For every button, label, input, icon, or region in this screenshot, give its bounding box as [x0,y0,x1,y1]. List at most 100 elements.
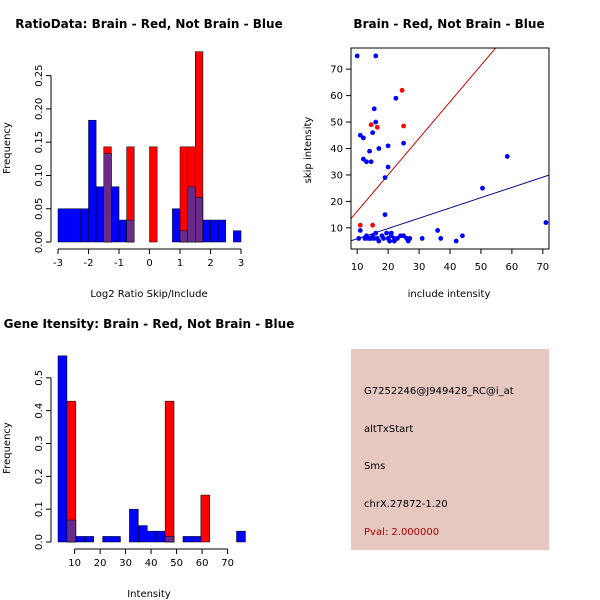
scatter-y-tick-label: 20 [330,197,343,208]
gene-blue-bar [129,508,139,543]
ratio-x-tick-label: 1 [177,258,183,269]
scatter-blue-point [367,148,372,154]
ratio-overlap-bar [126,219,135,243]
scatter-blue-point [370,130,376,136]
ratio-y-tick-label: 0.05 [34,198,45,220]
probe-info-box: G7252246@J949428_RC@i_at altTxStart Sms … [351,349,549,550]
scatter-red-point [401,123,406,129]
gene-x-tick-label: 40 [145,558,158,569]
scatter-axes: 10 20 30 40 50 60 70 10 20 30 40 50 60 70 [330,65,549,273]
scatter-y-tick-label: 30 [330,170,343,181]
gene-blue-bar [191,536,202,543]
ratio-histogram-title: RatioData: Brain - Red, Not Brain - Blue [15,17,282,31]
ratio-histogram-panel: RatioData: Brain - Red, Not Brain - Blue… [2,17,283,300]
ratio-blue-bar [88,119,97,243]
p-value: Pval: 2.000000 [364,527,440,538]
ratio-y-tick-label: 0.25 [34,64,45,86]
ratio-blue-bar [233,230,242,243]
scatter-blue-point [387,238,393,244]
ratio-x-tick-label: 2 [207,258,213,269]
ratio-x-tick-label: 0 [146,258,152,269]
event-abbreviation: Sms [364,461,386,472]
scatter-blue-point [480,185,485,191]
gene-x-tick-label: 30 [119,558,132,569]
gene-x-tick-label: 70 [221,558,234,569]
gene-intensity-axes: 10 20 30 40 50 60 70 0.0 0.1 0.2 0.3 0.4 0.5 [34,370,234,569]
scatter-blue-point [376,146,382,151]
ratio-blue-bar [73,208,82,243]
scatter-blue-point [384,230,389,236]
ratio-overlap-bar [103,153,112,243]
scatter-blue-point [376,238,382,244]
scatter-blue-point [371,106,377,112]
scatter-x-tick-label: 30 [413,262,426,273]
scatter-points [354,53,549,244]
gene-overlap-bar [164,536,175,543]
gene-intensity-xlabel: Intensity [127,589,171,600]
gene-y-tick-label: 0.0 [34,534,45,550]
ratio-x-tick-label: -3 [53,258,63,269]
scatter-blue-point [373,53,379,59]
scatter-title: Brain - Red, Not Brain - Blue [353,17,544,31]
ratio-blue-bar [111,186,120,243]
scatter-blue-point [381,236,386,241]
ratio-overlap-bar [187,186,196,243]
ratio-overlap-bar [179,230,188,243]
scatter-blue-point [385,164,391,170]
scatter-blue-point [388,230,394,236]
gene-blue-bar [182,536,193,543]
intensity-scatter-panel: Brain - Red, Not Brain - Blue include in… [303,17,550,300]
scatter-x-tick-label: 70 [536,262,549,273]
ratio-blue-bar [172,208,181,243]
gene-intensity-title: Gene Itensity: Brain - Red, Not Brain - … [4,317,295,331]
scatter-x-tick-label: 40 [444,262,457,273]
ratio-histogram-xlabel: Log2 Ratio Skip/Include [90,289,207,300]
gene-overlap-bar [66,519,77,543]
scatter-red-point [368,122,374,128]
ratio-blue-bar [217,219,226,243]
scatter-xlabel: include intensity [408,289,491,300]
scatter-y-tick-label: 60 [330,91,343,102]
scatter-ylabel: skip intensity [303,117,314,184]
ratio-overlap-bar [195,197,204,243]
gene-intensity-bars [57,355,246,543]
gene-y-tick-label: 0.4 [34,403,45,419]
gene-y-tick-label: 0.1 [34,501,45,517]
gene-blue-bar [236,530,246,543]
scatter-blue-point [419,236,425,241]
scatter-blue-point [356,236,362,241]
ratio-y-tick-label: 0.00 [34,231,45,253]
probe-id: G7252246@J949428_RC@i_at [364,386,514,397]
ratio-histogram-axes: -3 -2 -1 0 1 2 3 0.00 0.05 0.10 0.15 0.20 0.25 [34,64,244,269]
genomic-location: chrX.27872-1.20 [364,499,448,510]
scatter-x-tick-label: 50 [475,262,488,273]
gene-red-bar [164,400,175,543]
event-type: altTxStart [364,424,414,435]
scatter-x-tick-label: 60 [506,262,519,273]
gene-blue-bar [155,530,166,543]
ratio-blue-bar [210,219,219,243]
scatter-blue-fit-line [351,174,549,242]
scatter-red-fit-line [351,48,497,219]
gene-blue-bar [75,536,86,543]
gene-intensity-ylabel: Frequency [2,422,13,474]
gene-blue-bar [111,536,121,543]
gene-blue-bar [84,536,94,543]
ratio-red-bar [179,146,188,243]
ratio-x-tick-label: -1 [114,258,124,269]
ratio-x-tick-label: 3 [238,258,244,269]
ratio-blue-bar [65,208,74,243]
scatter-blue-point [407,236,413,241]
scatter-blue-point [368,159,374,165]
scatter-blue-point [393,95,399,101]
gene-blue-bar [102,536,112,543]
scatter-blue-point [360,135,366,141]
scatter-blue-point [357,228,363,233]
gene-blue-bar [57,355,68,543]
scatter-blue-point [373,230,379,236]
scatter-fit-lines [351,48,549,242]
ratio-y-tick-label: 0.10 [34,164,45,186]
gene-x-tick-label: 60 [196,558,209,569]
scatter-blue-point [543,220,549,225]
